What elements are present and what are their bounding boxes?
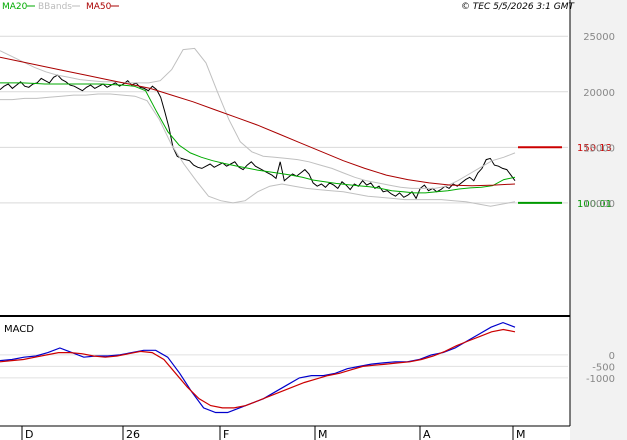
macd-panel: 0-500-1000 MACD: [0, 321, 615, 414]
price-panel: 150.13 100.01 25000 20000 15000 10000: [0, 14, 615, 315]
macd-y-tick-label: -1000: [586, 374, 615, 385]
macd-series-group: [0, 321, 516, 414]
source-stamp: © TEC 5/5/2026 3:1 GMT: [461, 2, 576, 12]
price-grid: [0, 35, 568, 204]
price-y-tick-label: 15000: [583, 143, 615, 154]
price-levels: 150.13 100.01: [518, 143, 612, 210]
macd-y-tick-label: -500: [592, 362, 615, 373]
series-bbands-lower: [0, 93, 516, 207]
legend-ma50-label: MA50: [86, 2, 112, 12]
level-label: 100.01: [577, 199, 612, 210]
series-signal: [0, 328, 516, 409]
legend-ma20-label: MA20: [2, 2, 28, 12]
x-tick-label: A: [423, 428, 431, 440]
header-legend: MA20 BBands MA50 © TEC 5/5/2026 3:1 GMT: [2, 2, 575, 12]
macd-grid: [0, 354, 568, 379]
macd-axis-ticks: 0-500-1000: [586, 351, 615, 385]
series-ma20: [0, 82, 516, 194]
series-macd: [0, 321, 516, 414]
price-y-tick-label: 25000: [583, 32, 615, 43]
right-axis-strip: [570, 0, 627, 440]
x-tick-label: M: [516, 428, 526, 440]
x-axis-ticks: D 26 F M A M: [21, 426, 526, 440]
legend-bbands-label: BBands: [38, 2, 72, 12]
macd-y-tick-label: 0: [609, 351, 615, 362]
price-axis-ticks: 25000 20000 15000 10000: [583, 32, 615, 210]
series-price: [0, 74, 516, 200]
x-tick-label: M: [318, 428, 328, 440]
macd-title: MACD: [4, 324, 34, 335]
series-bbands-upper: [0, 47, 516, 189]
price-series-group: [0, 47, 516, 207]
x-tick-label: 26: [126, 428, 140, 440]
series-ma50: [0, 56, 516, 187]
price-y-tick-label: 10000: [583, 199, 615, 210]
level-label: 150.13: [577, 143, 612, 154]
x-tick-label: D: [25, 428, 33, 440]
price-y-tick-label: 20000: [583, 88, 615, 99]
price-panel-frame: [0, 14, 570, 315]
x-tick-label: F: [223, 428, 229, 440]
